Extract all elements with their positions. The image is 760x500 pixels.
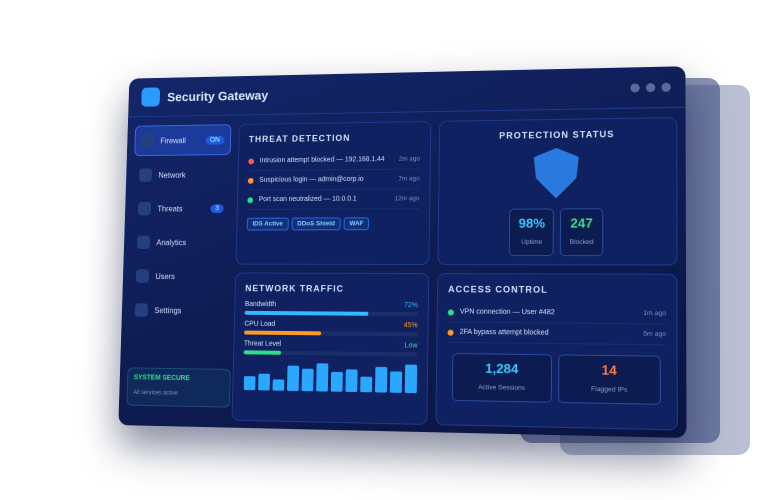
event-text: Suspicious login — admin@corp.io: [259, 175, 364, 184]
status-dot: [248, 158, 255, 164]
event-row: VPN connection — User #482 1m ago: [447, 302, 667, 325]
nav-label: Network: [158, 170, 186, 180]
traffic-bar: [243, 376, 256, 391]
meter-value: 72%: [403, 302, 418, 310]
traffic-bar: [360, 376, 373, 393]
meter-value: 45%: [403, 322, 418, 330]
stat-box: 247 Blocked: [560, 208, 603, 257]
meter-fill: [243, 350, 282, 355]
nav-item[interactable]: Firewall ON: [134, 124, 232, 157]
traffic-bar: [258, 373, 271, 391]
event-time: 7m ago: [398, 175, 420, 183]
system-status: SYSTEM SECURE All services active: [126, 367, 231, 408]
traffic-bar: [404, 364, 418, 394]
window-controls[interactable]: [630, 82, 671, 93]
stat-value: 247: [570, 215, 593, 231]
traffic-card: NETWORK TRAFFIC Bandwidth 72% CPU Load 45% T…: [231, 272, 430, 425]
shield-icon: [534, 148, 579, 199]
meter-track: [244, 310, 418, 317]
nav-item[interactable]: Analytics: [131, 228, 229, 257]
tag[interactable]: IDS Active: [246, 217, 289, 231]
status-dot: [447, 329, 454, 336]
meter-label: Bandwidth: [244, 300, 277, 309]
card-title: ACCESS CONTROL: [448, 284, 548, 295]
meter-fill: [244, 330, 322, 336]
event-time: 2m ago: [398, 155, 421, 163]
meter-label: CPU Load: [244, 320, 276, 328]
stat-value: 98%: [518, 215, 546, 231]
card-title: PROTECTION STATUS: [499, 129, 615, 141]
tag[interactable]: DDoS Shield: [291, 217, 341, 231]
card-title: THREAT DETECTION: [248, 132, 351, 145]
event-row: Port scan neutralized — 10.0.0.1 12m ago: [247, 189, 420, 211]
stat-label: Active Sessions: [478, 383, 526, 392]
traffic-bar: [301, 368, 314, 392]
nav-label: Analytics: [156, 237, 187, 247]
event-time: 5m ago: [643, 330, 667, 339]
access-card: ACCESS CONTROL VPN connection — User #48…: [435, 273, 678, 431]
traffic-bar: [316, 363, 329, 392]
stat-value: 14: [601, 362, 617, 378]
event-time: 12m ago: [394, 195, 420, 203]
event-time: 1m ago: [643, 309, 666, 318]
status-dot: [247, 196, 254, 203]
traffic-bar: [286, 365, 300, 392]
logo: [141, 87, 161, 107]
event-text: Port scan neutralized — 10.0.0.1: [258, 195, 357, 204]
card-title: NETWORK TRAFFIC: [245, 283, 344, 294]
stat-box: 14 Flagged IPs: [558, 354, 661, 405]
badge: 3: [210, 203, 224, 213]
meter-fill: [244, 310, 369, 316]
event-row: Suspicious login — admin@corp.io 7m ago: [247, 169, 420, 191]
app-title: Security Gateway: [167, 87, 269, 104]
traffic-bar: [330, 371, 343, 392]
tag[interactable]: WAF: [343, 217, 370, 231]
meter: Bandwidth 72%: [244, 300, 418, 317]
stat-value: 1,284: [485, 360, 519, 377]
nav-label: Settings: [154, 305, 182, 315]
nav-item[interactable]: Users: [130, 262, 228, 291]
traffic-bar: [374, 366, 388, 393]
meter: Threat Level Low: [243, 340, 418, 357]
traffic-bar: [389, 371, 403, 393]
traffic-chart: [243, 363, 418, 394]
traffic-bar: [272, 379, 285, 391]
nav-item[interactable]: Network: [133, 160, 230, 190]
header: Security Gateway: [128, 66, 686, 118]
stat-label: Uptime: [521, 238, 543, 246]
event-text: VPN connection — User #482: [459, 308, 555, 317]
event-row: 2FA bypass attempt blocked 5m ago: [447, 322, 667, 346]
status-title: SYSTEM SECURE: [133, 374, 190, 383]
sidebar: Firewall ON Network Threats 3 Analytics Us…: [126, 124, 232, 417]
meter-value: Low: [404, 342, 418, 350]
nav-item[interactable]: Threats 3: [132, 194, 230, 223]
meter-track: [243, 350, 418, 357]
nav-label: Threats: [157, 204, 183, 213]
meter-label: Threat Level: [243, 340, 282, 348]
stat-box: 98% Uptime: [509, 208, 555, 257]
badge: ON: [205, 135, 225, 145]
stat-box: 1,284 Active Sessions: [451, 353, 553, 403]
meter: CPU Load 45%: [244, 321, 418, 337]
nav-item[interactable]: Settings: [129, 295, 227, 325]
nav-label: Users: [155, 271, 175, 281]
status-subtitle: All services active: [133, 389, 178, 397]
status-dot: [247, 177, 254, 184]
traffic-bar: [345, 369, 358, 393]
status-dot: [447, 308, 454, 315]
protection-card: PROTECTION STATUS 98% Uptime 247 Blocked: [437, 116, 678, 266]
threat-card: THREAT DETECTION Intrusion attempt block…: [235, 120, 432, 266]
meter-track: [244, 330, 418, 337]
event-text: Intrusion attempt blocked — 192.168.1.44: [259, 156, 385, 165]
nav-label: Firewall: [160, 135, 186, 145]
stat-label: Flagged IPs: [590, 385, 628, 394]
window: Security Gateway Firewall ON Network Thre…: [118, 66, 687, 439]
event-text: 2FA bypass attempt blocked: [459, 328, 549, 337]
event-row: Intrusion attempt blocked — 192.168.1.44…: [248, 149, 421, 172]
stat-label: Blocked: [569, 238, 594, 246]
